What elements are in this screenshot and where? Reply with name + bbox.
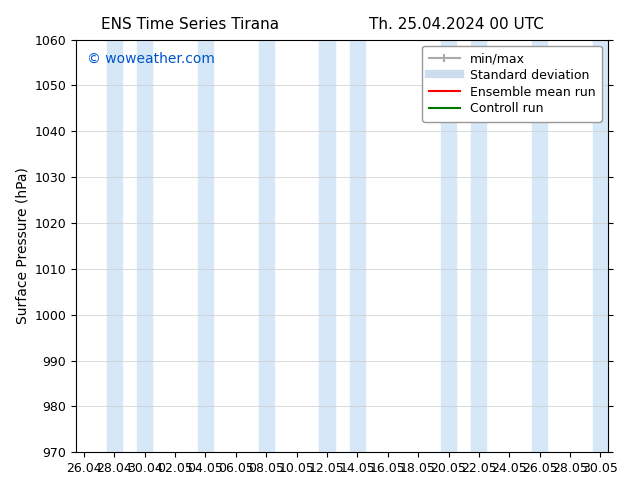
Bar bbox=[471, 40, 486, 452]
Bar bbox=[350, 40, 365, 452]
Text: © woweather.com: © woweather.com bbox=[87, 52, 215, 66]
Bar bbox=[137, 40, 152, 452]
Y-axis label: Surface Pressure (hPa): Surface Pressure (hPa) bbox=[15, 168, 29, 324]
Bar bbox=[198, 40, 213, 452]
Text: ENS Time Series Tirana: ENS Time Series Tirana bbox=[101, 17, 279, 32]
Bar bbox=[107, 40, 122, 452]
Bar bbox=[532, 40, 547, 452]
Legend: min/max, Standard deviation, Ensemble mean run, Controll run: min/max, Standard deviation, Ensemble me… bbox=[422, 46, 602, 122]
Bar bbox=[259, 40, 274, 452]
Bar bbox=[441, 40, 456, 452]
Bar bbox=[593, 40, 608, 452]
Text: Th. 25.04.2024 00 UTC: Th. 25.04.2024 00 UTC bbox=[369, 17, 544, 32]
Bar bbox=[320, 40, 335, 452]
